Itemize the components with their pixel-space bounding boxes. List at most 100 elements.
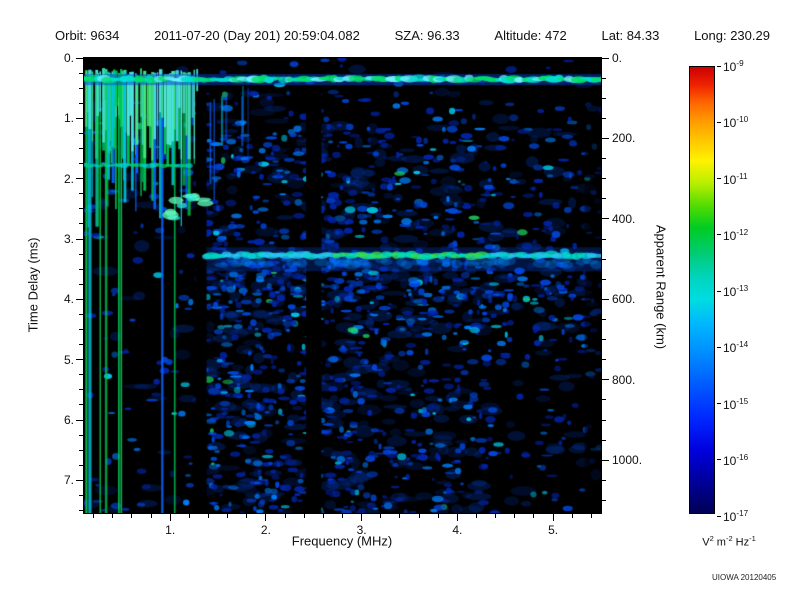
y-left-minor-tick bbox=[79, 72, 83, 74]
y-right-minor-tick bbox=[602, 479, 606, 481]
x-minor-tick bbox=[207, 514, 209, 518]
x-minor-tick bbox=[590, 514, 592, 518]
y-left-minor-tick bbox=[79, 283, 83, 285]
y-right-minor-tick bbox=[602, 117, 606, 119]
y-left-minor-tick bbox=[79, 87, 83, 89]
y-right-minor-tick bbox=[602, 500, 606, 502]
y-left-major-tick bbox=[76, 479, 83, 481]
colorbar-tick-label: 10-11 bbox=[723, 171, 748, 187]
colorbar-tick-label: 10-13 bbox=[723, 284, 749, 299]
y-left-tick-label: 0. bbox=[63, 51, 74, 65]
x-minor-tick bbox=[303, 514, 305, 518]
colorbar-unit-label: V2 m-2 Hz-1 bbox=[702, 534, 756, 549]
y-axis-label-right: Apparent Range (km) bbox=[653, 224, 669, 350]
x-minor-tick bbox=[112, 514, 114, 518]
y-left-major-tick bbox=[76, 57, 83, 59]
spectrogram-plot bbox=[83, 57, 602, 514]
x-major-tick bbox=[361, 514, 363, 521]
x-minor-tick bbox=[399, 514, 401, 518]
x-minor-tick bbox=[571, 514, 573, 518]
x-minor-tick bbox=[418, 514, 420, 518]
y-left-major-tick bbox=[76, 178, 83, 180]
y-right-minor-tick bbox=[602, 318, 606, 320]
y-left-minor-tick bbox=[79, 434, 83, 436]
header-field-sza: SZA: 96.33 bbox=[394, 28, 460, 43]
y-left-minor-tick bbox=[79, 344, 83, 346]
x-tick-label: 5. bbox=[548, 523, 559, 537]
colorbar-tick-label: 10-15 bbox=[723, 396, 749, 412]
y-left-minor-tick bbox=[79, 313, 83, 315]
spectrogram-canvas bbox=[84, 58, 601, 513]
x-minor-tick bbox=[380, 514, 382, 518]
x-minor-tick bbox=[188, 514, 190, 518]
colorbar-tick bbox=[717, 290, 721, 292]
y-left-minor-tick bbox=[79, 510, 83, 512]
x-major-tick bbox=[265, 514, 267, 521]
y-left-minor-tick bbox=[79, 404, 83, 406]
y-right-minor-tick bbox=[602, 399, 606, 401]
colorbar-tick bbox=[717, 403, 721, 404]
y-left-minor-tick bbox=[79, 193, 83, 195]
y-left-tick-label: 6. bbox=[63, 413, 74, 428]
x-minor-tick bbox=[342, 514, 343, 518]
colorbar-gradient bbox=[690, 67, 714, 513]
y-left-minor-tick bbox=[79, 223, 83, 225]
colorbar-tick-label: 10-14 bbox=[723, 340, 749, 356]
x-minor-tick bbox=[150, 514, 152, 518]
y-axis-label-left: Time Delay (ms) bbox=[25, 237, 41, 333]
y-left-tick-label: 7. bbox=[63, 473, 74, 488]
y-left-major-tick bbox=[76, 298, 83, 300]
y-right-minor-tick bbox=[602, 238, 606, 240]
y-right-minor-tick bbox=[602, 439, 606, 441]
x-major-tick bbox=[169, 514, 171, 521]
colorbar-tick bbox=[717, 234, 721, 236]
y-right-tick-label: 200. bbox=[612, 131, 636, 146]
y-left-minor-tick bbox=[79, 208, 83, 210]
x-major-tick bbox=[456, 514, 458, 521]
y-left-minor-tick bbox=[79, 253, 83, 255]
y-right-minor-tick bbox=[602, 97, 606, 99]
y-right-minor-tick bbox=[602, 178, 606, 180]
header-field-altitude: Altitude: 472 bbox=[494, 28, 567, 43]
y-right-tick-label: 600. bbox=[612, 292, 636, 307]
colorbar bbox=[689, 66, 715, 514]
y-right-major-tick bbox=[602, 137, 609, 139]
colorbar-tick bbox=[717, 121, 721, 123]
y-right-tick-label: 400. bbox=[612, 211, 636, 226]
x-axis-label: Frequency (MHz) bbox=[291, 533, 393, 549]
x-tick-label: 2. bbox=[260, 523, 271, 537]
y-right-tick-label: 0. bbox=[612, 51, 623, 65]
y-right-major-tick bbox=[602, 379, 609, 381]
x-tick-label: 3. bbox=[356, 523, 367, 537]
x-minor-tick bbox=[93, 514, 95, 518]
y-right-minor-tick bbox=[602, 359, 606, 361]
header-field-datetime: 2011-07-20 (Day 201) 20:59:04.082 bbox=[154, 28, 360, 43]
y-left-minor-tick bbox=[79, 102, 83, 104]
y-left-minor-tick bbox=[79, 163, 83, 165]
colorbar-tick bbox=[717, 515, 721, 517]
y-right-tick-label: 800. bbox=[612, 372, 636, 387]
y-left-minor-tick bbox=[79, 389, 83, 391]
y-right-major-tick bbox=[602, 459, 609, 461]
y-left-tick-label: 3. bbox=[63, 232, 74, 247]
x-minor-tick bbox=[322, 514, 324, 518]
y-right-major-tick bbox=[602, 57, 609, 59]
y-left-minor-tick bbox=[79, 495, 83, 496]
y-right-minor-tick bbox=[602, 158, 606, 160]
x-tick-label: 1. bbox=[165, 523, 176, 537]
x-minor-tick bbox=[227, 514, 229, 518]
x-major-tick bbox=[552, 514, 554, 521]
y-left-tick-label: 5. bbox=[63, 352, 74, 367]
colorbar-tick-label: 10-9 bbox=[723, 59, 744, 74]
y-left-minor-tick bbox=[79, 268, 83, 270]
x-minor-tick bbox=[514, 514, 516, 518]
y-left-major-tick bbox=[76, 359, 83, 361]
y-left-minor-tick bbox=[79, 464, 83, 466]
header: Orbit: 9634 2011-07-20 (Day 201) 20:59:0… bbox=[55, 28, 770, 43]
x-minor-tick bbox=[284, 514, 286, 518]
x-minor-tick bbox=[476, 514, 478, 518]
colorbar-tick bbox=[717, 65, 721, 67]
y-right-minor-tick bbox=[602, 278, 606, 280]
colorbar-tick-label: 10-12 bbox=[723, 227, 749, 243]
y-right-tick-label: 1000. bbox=[612, 453, 643, 468]
